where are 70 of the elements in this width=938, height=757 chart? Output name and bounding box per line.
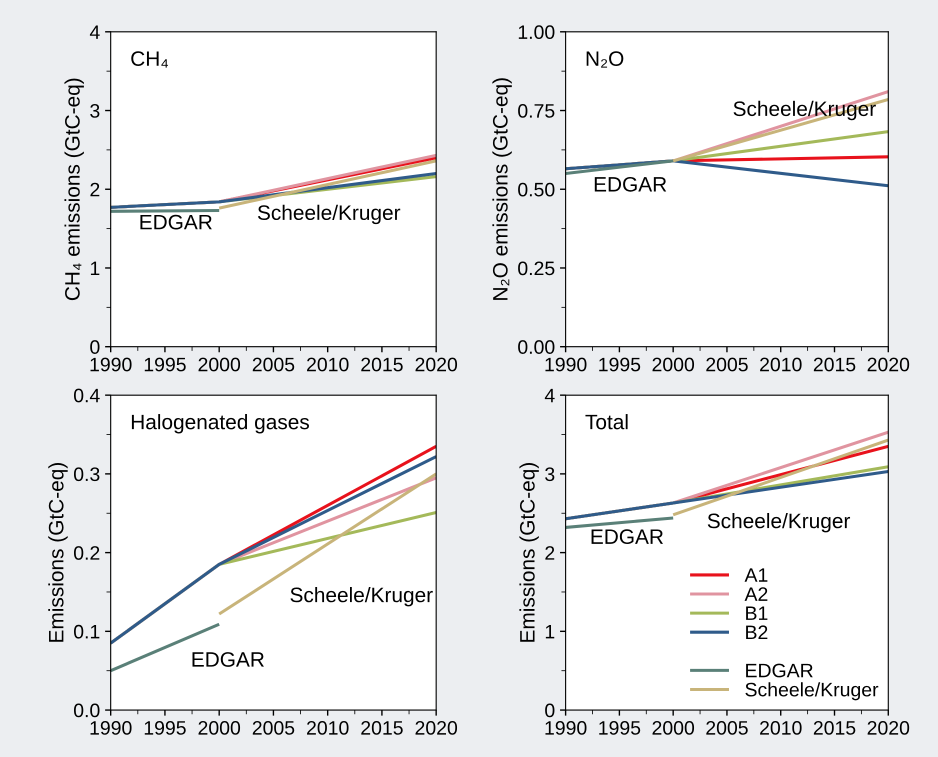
x-tick-label: 1990	[90, 358, 132, 372]
y-axis-title: Emissions (GtC-eq)	[519, 463, 539, 642]
y-tick-label: 3	[545, 467, 554, 482]
y-tick-label: 0.25	[518, 261, 554, 276]
annotation: Scheele/Kruger	[258, 204, 400, 224]
y-tick-label: 0.00	[518, 340, 554, 354]
x-tick-label: 2005	[706, 358, 748, 372]
annotation: Scheele/Kruger	[734, 100, 876, 120]
x-tick-label: 1990	[545, 358, 586, 372]
annotation: Scheele/Kruger	[708, 512, 850, 532]
x-tick-label: 2010	[307, 720, 349, 735]
x-tick-label: 1995	[599, 358, 640, 372]
y-tick-label: 0.3	[74, 467, 100, 482]
y-tick-label: 0	[90, 340, 100, 354]
legend-label: B1	[746, 606, 768, 620]
x-tick-label: 1995	[599, 720, 640, 735]
x-tick-label: 2005	[706, 720, 748, 735]
y-tick-label: 1.00	[518, 25, 554, 40]
y-tick-label: 0.75	[518, 104, 554, 118]
x-tick-label: 2015	[361, 358, 403, 372]
x-tick-label: 2020	[416, 358, 458, 372]
text: Halogenated gases	[132, 414, 309, 434]
annotation: EDGAR	[140, 214, 212, 230]
x-tick-label: 2000	[652, 358, 694, 372]
x-tick-label: 2005	[252, 358, 294, 372]
y-tick-label: 4	[544, 388, 555, 402]
x-tick-label: 2010	[307, 358, 349, 372]
y-tick-label: 0.2	[74, 546, 100, 560]
x-tick-label: 2015	[814, 358, 856, 372]
x-tick-label: 2015	[361, 720, 403, 735]
legend-label: EDGAR	[746, 664, 813, 678]
y-tick-label: 1	[546, 625, 554, 638]
x-tick-label: 2010	[760, 720, 802, 735]
annotation: Scheele/Kruger	[290, 586, 433, 606]
text: N₂O	[586, 51, 624, 68]
y-axis-title: Emissions (GtC-eq)	[48, 463, 68, 642]
y-tick-label: 0.50	[518, 182, 554, 196]
x-tick-label: 2000	[198, 358, 240, 372]
x-tick-label: 2020	[868, 720, 910, 735]
y-tick-label: 2	[90, 182, 100, 196]
legend-label: B2	[746, 625, 768, 640]
y-tick-label: 0	[545, 704, 554, 718]
annotation: EDGAR	[592, 529, 663, 544]
x-tick-label: 2000	[652, 720, 694, 735]
y-tick-label: 0.4	[74, 388, 100, 402]
x-tick-label: 2010	[760, 358, 802, 372]
annotation: EDGAR	[594, 176, 666, 192]
x-tick-label: 2020	[868, 358, 910, 372]
y-tick-label: 0.1	[74, 624, 100, 639]
x-tick-label: 1990	[90, 720, 132, 735]
x-tick-label: 2005	[252, 720, 294, 735]
y-axis-title: N₂O emissions (GtC-eq)	[492, 78, 512, 300]
y-tick-label: 4	[90, 25, 100, 39]
y-tick-label: 0.0	[74, 704, 100, 718]
x-tick-label: 2015	[814, 720, 856, 735]
x-tick-label: 2020	[416, 720, 458, 735]
legend-label: Scheele/Kruger	[745, 682, 878, 700]
y-axis-title: CH₄ emissions (GtC-eq)	[64, 78, 84, 300]
annotation: EDGAR	[192, 652, 264, 667]
legend-label: A2	[744, 587, 768, 601]
text: Total	[585, 414, 628, 430]
x-tick-label: 1990	[545, 720, 586, 735]
y-tick-label: 1	[90, 262, 100, 276]
text: CH₄	[131, 51, 168, 68]
legend-label: A1	[744, 568, 768, 582]
x-tick-label: 2000	[198, 720, 240, 735]
x-tick-label: 1995	[144, 720, 186, 735]
y-tick-label: 3	[90, 104, 100, 118]
x-tick-label: 1995	[144, 358, 186, 372]
y-tick-label: 2	[545, 546, 554, 560]
